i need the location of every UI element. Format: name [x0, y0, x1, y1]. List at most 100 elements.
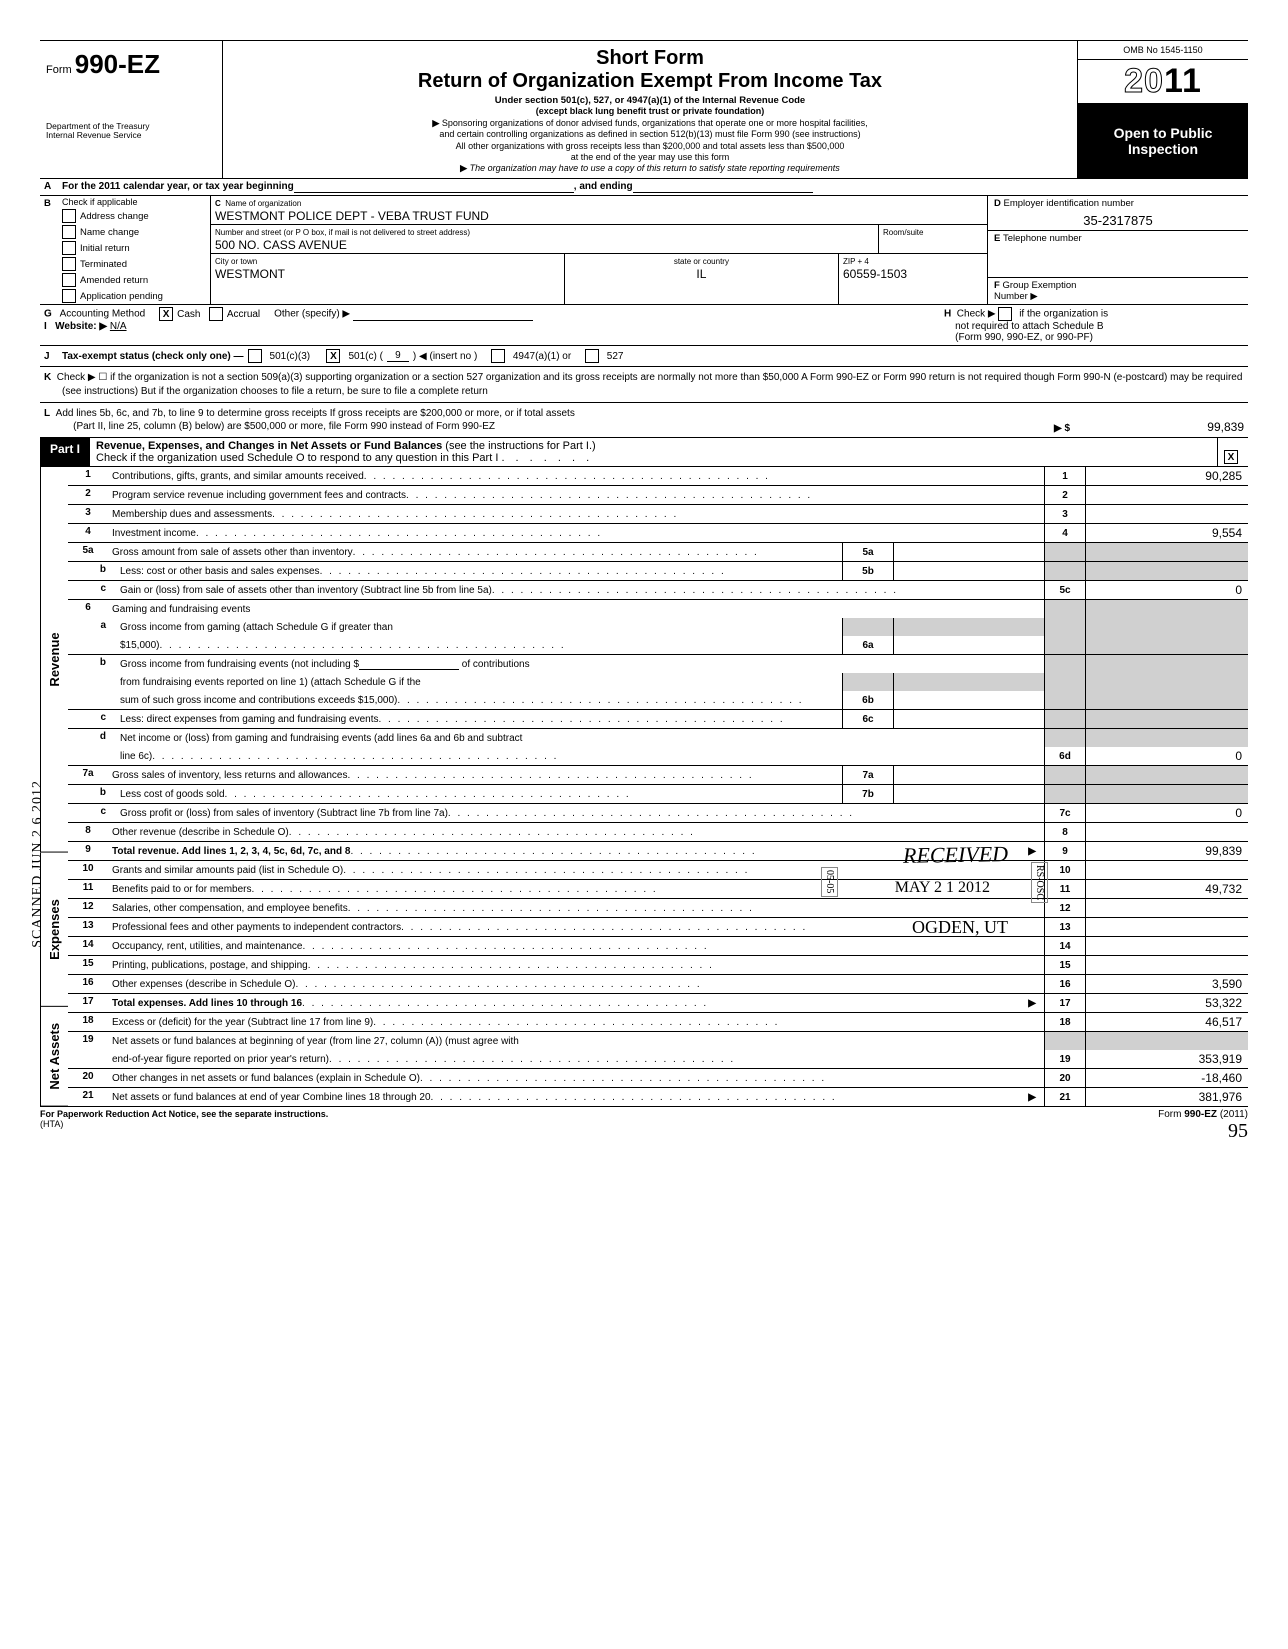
line-19-2: end-of-year figure reported on prior yea…	[68, 1050, 1248, 1069]
l-line1: Add lines 5b, 6c, and 7b, to line 9 to d…	[56, 408, 575, 419]
ln6b-desc2: of contributions	[462, 659, 530, 670]
ln14-num: 14	[68, 937, 108, 955]
ln2-desc: Program service revenue including govern…	[112, 490, 406, 501]
i-label: Website: ▶	[55, 321, 107, 332]
ln15-num: 15	[68, 956, 108, 974]
body4: at the end of the year may use this form	[571, 152, 730, 162]
ln5c-amt: 0	[1085, 581, 1248, 599]
ln5c-desc: Gain or (loss) from sale of assets other…	[120, 585, 492, 596]
line-16: 16Other expenses (describe in Schedule O…	[68, 975, 1248, 994]
c-city-label: City or town	[215, 257, 257, 266]
row-l: L Add lines 5b, 6c, and 7b, to line 9 to…	[40, 403, 1248, 438]
ln8-amt	[1085, 823, 1248, 841]
j-527: 527	[607, 351, 624, 362]
l-line2: (Part II, line 25, column (B) below) are…	[73, 421, 495, 432]
ln8-num: 8	[68, 823, 108, 841]
j-501c3: 501(c)(3)	[270, 351, 311, 362]
ln18-amt: 46,517	[1085, 1013, 1248, 1031]
check-address-change[interactable]: Address change	[62, 208, 210, 224]
letter-f: F	[994, 280, 1000, 291]
a-begin-blank[interactable]	[294, 181, 574, 193]
check-terminated[interactable]: Terminated	[62, 256, 210, 272]
check-amended[interactable]: Amended return	[62, 272, 210, 288]
ln6d-amt: 0	[1085, 747, 1248, 765]
ln17-amt: 53,322	[1085, 994, 1248, 1012]
f-row: F Group Exemption Number ▶	[988, 278, 1248, 304]
ln8-nb: 8	[1044, 823, 1085, 841]
form-header: Form 990-EZ Department of the Treasury I…	[40, 40, 1248, 179]
ln6c-mid: 6c	[842, 710, 894, 728]
letter-b: B	[40, 196, 62, 304]
ln18-num: 18	[68, 1013, 108, 1031]
c-name-label: Name of organization	[225, 199, 301, 208]
org-state: IL	[696, 267, 706, 281]
omb-number: OMB No 1545-1150	[1078, 41, 1248, 60]
accrual-label: Accrual	[227, 309, 260, 320]
ln6-desc: Gaming and fundraising events	[112, 604, 250, 615]
body3: All other organizations with gross recei…	[456, 141, 845, 151]
line-3: 3 Membership dues and assessments 3	[68, 505, 1248, 524]
ln6c-num: c	[68, 710, 116, 728]
other-blank[interactable]	[353, 309, 533, 321]
ln7b-mid: 7b	[842, 785, 894, 803]
ln6-num: 6	[68, 600, 108, 618]
ln3-amt	[1085, 505, 1248, 523]
ln5c-nb: 5c	[1044, 581, 1085, 599]
open-line1: Open to Public	[1078, 125, 1248, 141]
ln4-nb: 4	[1044, 524, 1085, 542]
part-1-check[interactable]: X	[1217, 438, 1248, 466]
ln6b-desc: Gross income from fundraising events (no…	[120, 659, 359, 670]
org-city: WESTMONT	[215, 267, 285, 281]
ln3-desc: Membership dues and assessments	[112, 509, 272, 520]
ln6a-mid: 6a	[842, 636, 894, 654]
body2: and certain controlling organizations as…	[439, 129, 860, 139]
ln15-desc: Printing, publications, postage, and shi…	[112, 960, 308, 971]
check-initial-return[interactable]: Initial return	[62, 240, 210, 256]
check-501c[interactable]: X	[326, 349, 340, 363]
ln19-desc: Net assets or fund balances at beginning…	[112, 1036, 519, 1047]
ln16-amt: 3,590	[1085, 975, 1248, 993]
stamp-ogden: OGDEN, UT	[912, 917, 1008, 938]
org-zip: 60559-1503	[843, 267, 907, 281]
ln17-num: 17	[68, 994, 108, 1012]
form-number-block: Form 990-EZ	[46, 49, 216, 80]
a-end-blank[interactable]	[633, 181, 813, 193]
subtitle-2: (except black lung benefit trust or priv…	[235, 106, 1065, 116]
ln7b-desc: Less cost of goods sold	[120, 789, 225, 800]
h-checkbox[interactable]	[998, 307, 1012, 321]
check-501c3[interactable]	[248, 349, 262, 363]
line-21: 21Net assets or fund balances at end of …	[68, 1088, 1248, 1106]
row-bcdef: B Check if applicable Address change Nam…	[40, 196, 1248, 305]
ln11-nb: 11	[1044, 880, 1085, 898]
d-row: D Employer identification number 35-2317…	[988, 196, 1248, 231]
c-zip-label: ZIP + 4	[843, 257, 869, 266]
ln2-num: 2	[68, 486, 108, 504]
c-name-row: C Name of organization WESTMONT POLICE D…	[211, 196, 987, 225]
ln13-desc: Professional fees and other payments to …	[112, 922, 401, 933]
check-cash[interactable]: XCash	[159, 307, 200, 321]
check-527[interactable]	[585, 349, 599, 363]
check-app-pending[interactable]: Application pending	[62, 288, 210, 304]
chk-lbl-2: Initial return	[80, 243, 130, 254]
check-accrual[interactable]: Accrual	[209, 307, 260, 321]
j-501c: 501(c) (	[348, 351, 382, 362]
header-right: OMB No 1545-1150 2011 Open to Public Ins…	[1077, 41, 1248, 178]
org-name: WESTMONT POLICE DEPT - VEBA TRUST FUND	[215, 209, 489, 223]
chk-lbl-4: Amended return	[80, 275, 148, 286]
stamp-v2: RS-OSC	[1031, 862, 1048, 903]
ln6b-mid: 6b	[842, 691, 894, 709]
line-6a-1: a Gross income from gaming (attach Sched…	[68, 618, 1248, 636]
col-c: C Name of organization WESTMONT POLICE D…	[211, 196, 987, 304]
letter-l: L	[44, 408, 50, 419]
side-labels: Revenue Expenses Net Assets	[40, 467, 68, 1106]
ln15-nb: 15	[1044, 956, 1085, 974]
check-name-change[interactable]: Name change	[62, 224, 210, 240]
ln16-desc: Other expenses (describe in Schedule O)	[112, 979, 295, 990]
ln20-num: 20	[68, 1069, 108, 1087]
line-8: 8 Other revenue (describe in Schedule O)…	[68, 823, 1248, 842]
line-2: 2 Program service revenue including gove…	[68, 486, 1248, 505]
form-number: 990-EZ	[75, 49, 160, 79]
ln21-amt: 381,976	[1085, 1088, 1248, 1106]
e-label: Telephone number	[1003, 233, 1082, 244]
check-4947[interactable]	[491, 349, 505, 363]
